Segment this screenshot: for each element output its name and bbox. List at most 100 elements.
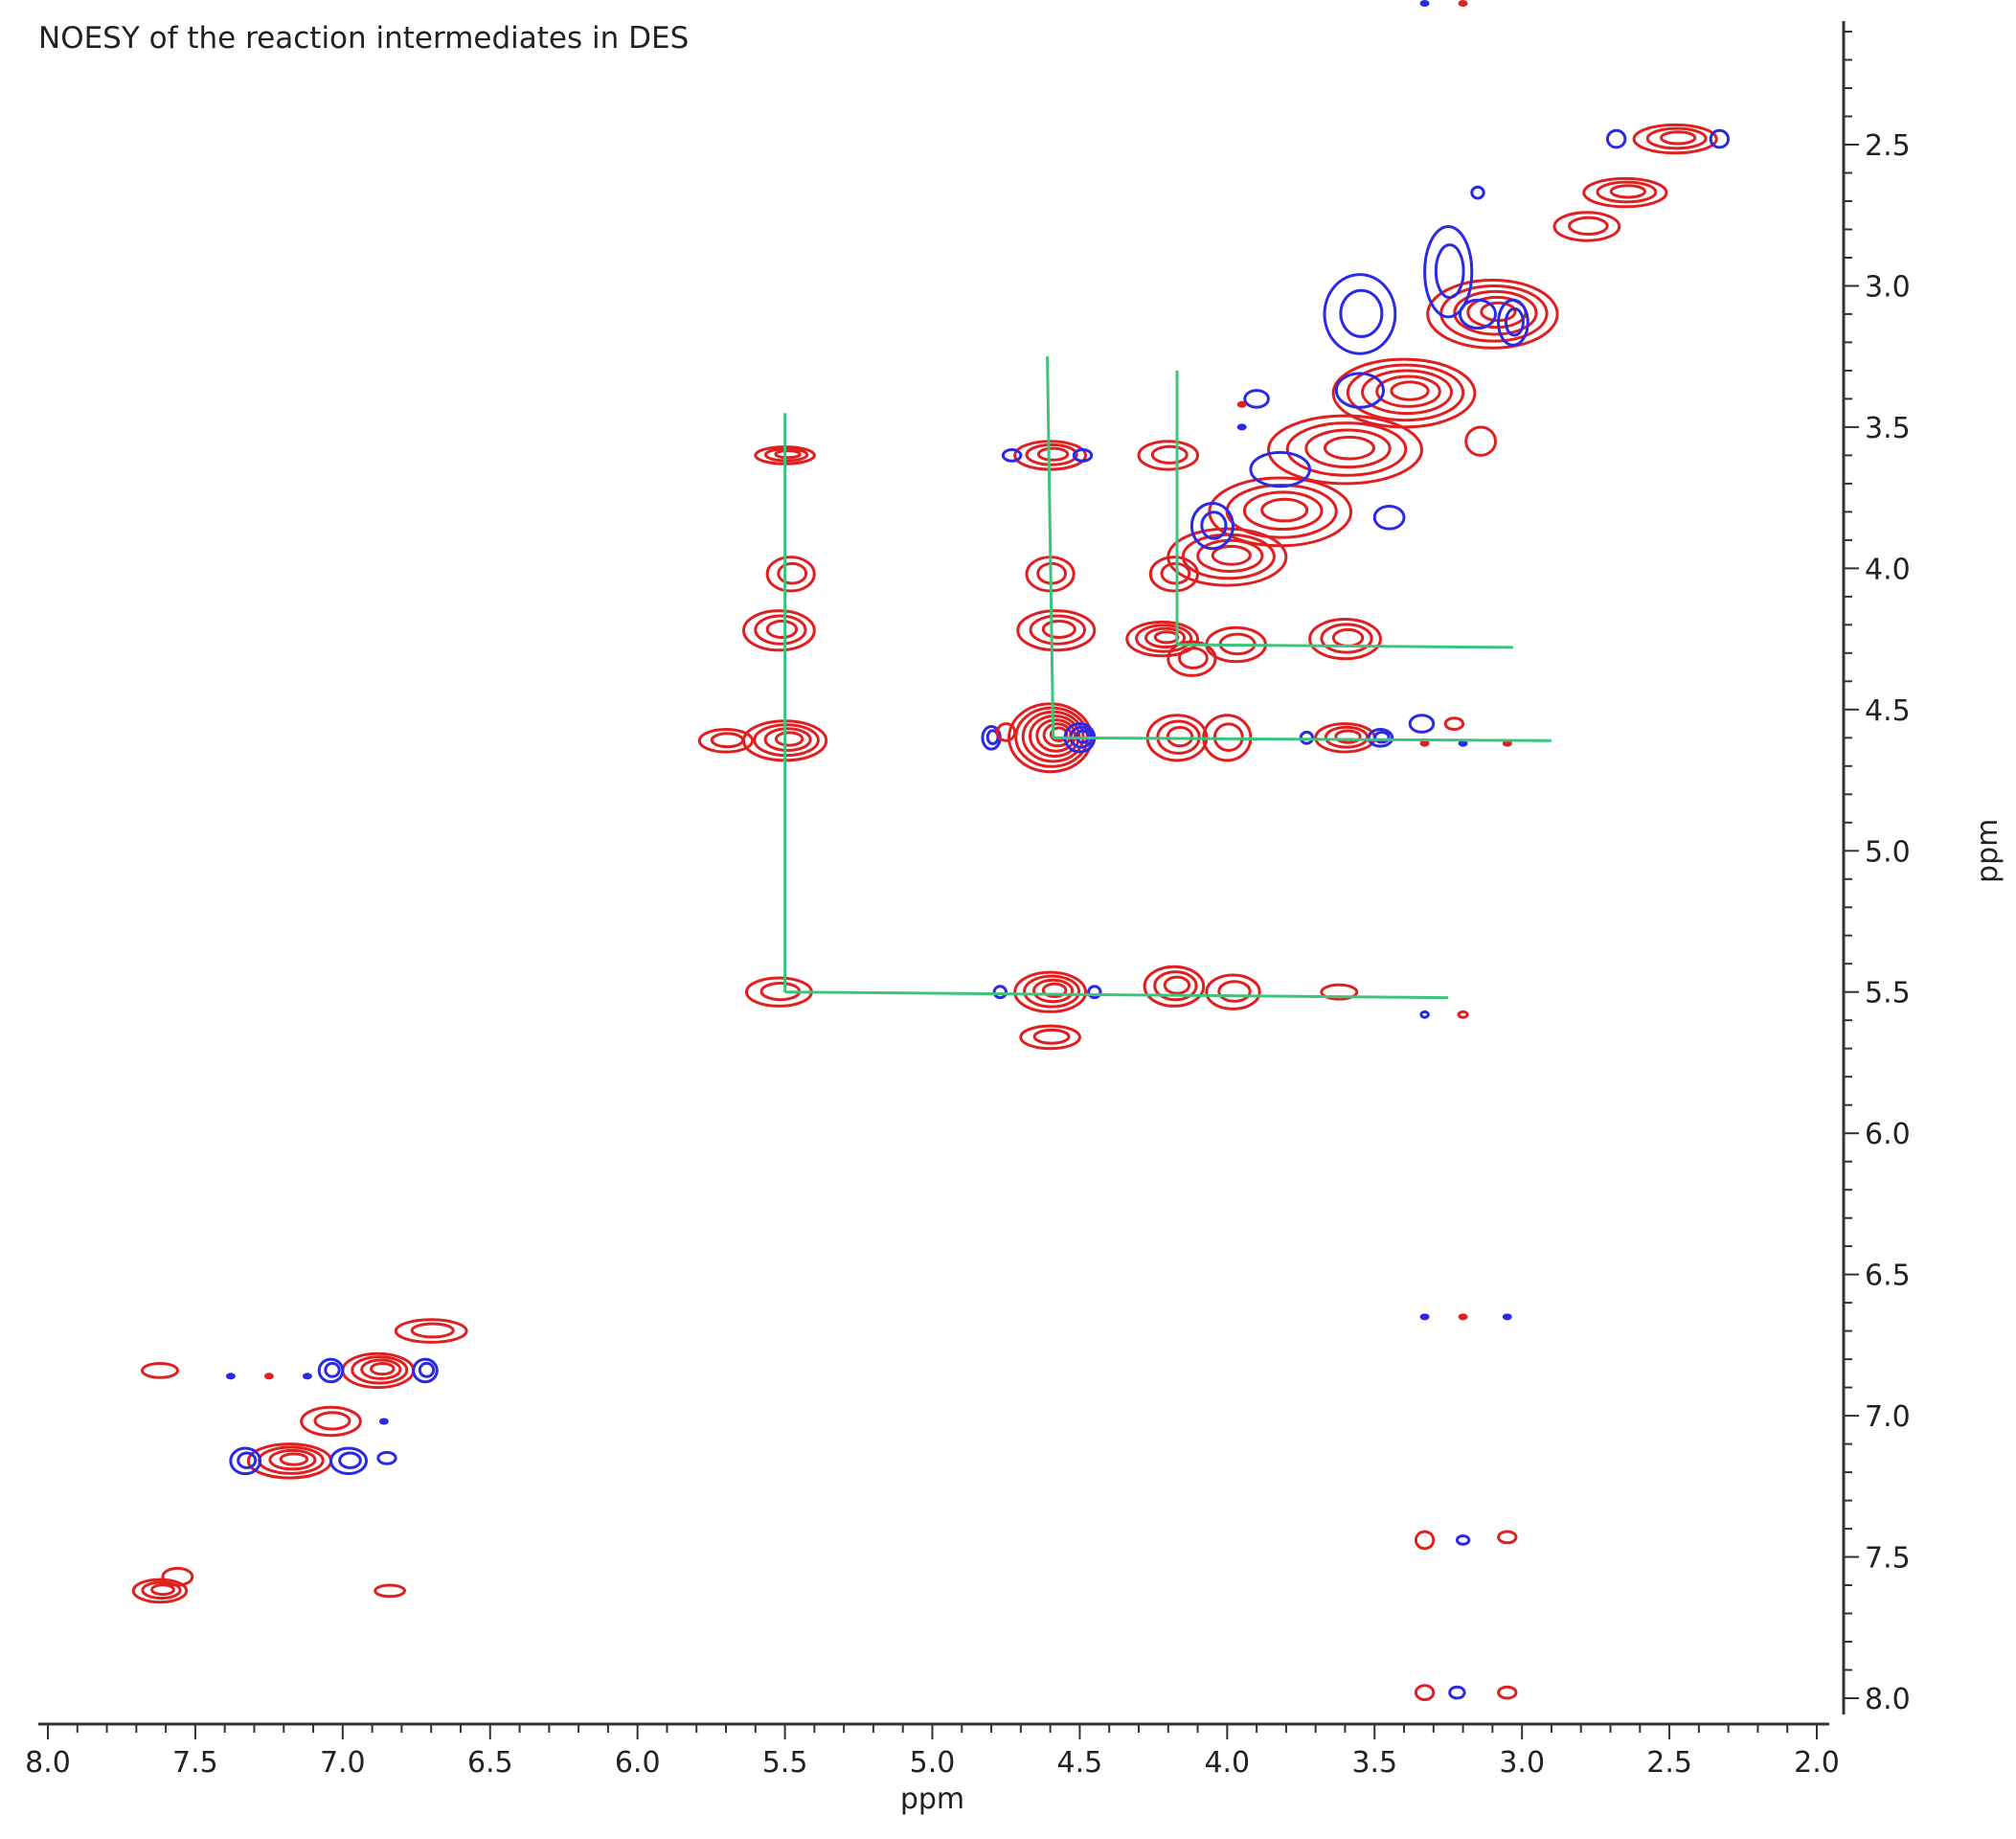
- contour-level: [1178, 647, 1209, 670]
- contour-level: [742, 609, 816, 652]
- positive-cross-peak: [1019, 1024, 1081, 1051]
- negative-noise-peak: [1419, 1313, 1430, 1321]
- contour-level: [1304, 428, 1392, 469]
- negative-cross-peak: [1470, 185, 1485, 200]
- positive-cross-peak: [1457, 1010, 1469, 1019]
- contour-level: [1320, 983, 1359, 1001]
- contour-level: [1464, 425, 1497, 457]
- contour-level: [410, 1322, 455, 1339]
- contour-level: [1260, 497, 1309, 523]
- contour-level: [754, 614, 807, 646]
- contour-level: [1331, 627, 1365, 647]
- contour-level: [1497, 1530, 1518, 1545]
- positive-cross-peak: [1497, 1685, 1518, 1700]
- contour-level: [1375, 375, 1441, 408]
- contour-level: [1135, 624, 1193, 653]
- negative-noise-peak: [225, 1373, 236, 1380]
- contour-level: [763, 727, 812, 752]
- contour-level: [1016, 609, 1097, 652]
- positive-cross-peak: [1267, 414, 1423, 486]
- contour-level: [774, 731, 804, 747]
- x-tick-label: 6.0: [615, 1746, 661, 1780]
- positive-cross-peak: [341, 1351, 416, 1390]
- positive-cross-peak: [1137, 440, 1200, 471]
- negative-cross-peak: [1448, 1685, 1466, 1700]
- positive-cross-peak: [1167, 640, 1217, 677]
- contour-level: [317, 1357, 345, 1384]
- positive-cross-peak: [1016, 609, 1097, 652]
- positive-noise-peak: [1419, 739, 1430, 747]
- x-tick-label: 8.0: [25, 1746, 71, 1780]
- contour-level: [1645, 126, 1708, 150]
- negative-cross-peak: [992, 985, 1008, 1000]
- contour-level: [1419, 1010, 1430, 1019]
- negative-noise-peak: [1458, 739, 1468, 747]
- contour-level: [1032, 1028, 1071, 1045]
- contour-level: [1267, 414, 1423, 486]
- negative-cross-peak: [1243, 389, 1270, 409]
- contour-level: [351, 1355, 409, 1385]
- contour-level: [1373, 731, 1391, 744]
- positive-cross-peak: [1205, 973, 1261, 1010]
- y-axis-title: ppm: [1971, 819, 2005, 883]
- contour-level: [374, 1583, 407, 1599]
- contour-level: [161, 1566, 194, 1587]
- positive-cross-peak: [1314, 722, 1376, 754]
- positive-noise-peak: [1458, 1313, 1468, 1321]
- contour-level: [1390, 380, 1430, 401]
- positive-cross-peak: [300, 1405, 362, 1438]
- contour-level: [1243, 389, 1270, 409]
- x-tick-label: 2.5: [1646, 1746, 1692, 1780]
- contour-level: [1249, 450, 1311, 488]
- contour-level: [777, 561, 808, 585]
- contour-level: [1459, 298, 1497, 330]
- x-tick-label: 7.5: [172, 1746, 218, 1780]
- axes: 8.0 7.5 7.0 6.5 6.0 5.5 5.0 4.5 4.0 3.5 3.0 2.5 2.0 2…: [25, 21, 1911, 1780]
- negative-noise-peak: [378, 1418, 389, 1425]
- contour-level: [1196, 538, 1264, 574]
- negative-cross-peak: [317, 1357, 345, 1384]
- contour-level: [1001, 448, 1023, 463]
- contour-level: [1361, 369, 1453, 416]
- contour-level: [1200, 511, 1228, 540]
- positive-cross-peak: [742, 609, 816, 652]
- negative-noise-peak: [1419, 0, 1430, 7]
- positive-cross-peak: [697, 728, 755, 754]
- y-tick-label: 5.0: [1865, 835, 1911, 869]
- positive-cross-peak: [1308, 618, 1382, 661]
- contour-level: [141, 1580, 182, 1601]
- positive-cross-peak: [1320, 983, 1359, 1001]
- positive-cross-peak: [1443, 716, 1465, 731]
- y-tick-label: 4.0: [1865, 553, 1911, 586]
- contour-level: [1160, 561, 1191, 585]
- contour-level: [1470, 185, 1485, 200]
- contour-level: [1414, 1684, 1436, 1701]
- negative-cross-peak: [1189, 502, 1235, 551]
- contour-level: [1320, 623, 1373, 654]
- positive-noise-peak: [263, 1373, 274, 1380]
- negative-cross-peak: [329, 1446, 368, 1476]
- negative-cross-peak: [1087, 985, 1102, 1000]
- guide-lines: [783, 356, 1552, 1000]
- positive-cross-peak: [1125, 620, 1199, 658]
- chart-title: NOESY of the reaction intermediates in D…: [38, 21, 690, 56]
- contour-level: [1167, 640, 1217, 677]
- contour-level: [1013, 970, 1087, 1013]
- contour-level: [1029, 715, 1081, 758]
- y-tick-label: 7.0: [1865, 1400, 1911, 1434]
- contour-level: [1660, 130, 1697, 146]
- negative-cross-peak: [1423, 225, 1474, 319]
- positive-cross-peak: [1414, 1684, 1436, 1701]
- x-tick-label: 3.0: [1499, 1746, 1545, 1780]
- contour-level: [1125, 620, 1199, 658]
- contour-level: [131, 1578, 189, 1604]
- negative-noise-peak: [1236, 423, 1247, 431]
- contour-level: [1144, 626, 1187, 649]
- positive-cross-peak: [1426, 279, 1559, 350]
- contour-level: [1632, 123, 1718, 155]
- x-tick-label: 4.5: [1057, 1746, 1103, 1780]
- contour-level: [1025, 443, 1078, 466]
- positive-cross-peak: [131, 1578, 189, 1604]
- negative-cross-peak: [376, 1450, 397, 1465]
- contour-level: [300, 1405, 362, 1438]
